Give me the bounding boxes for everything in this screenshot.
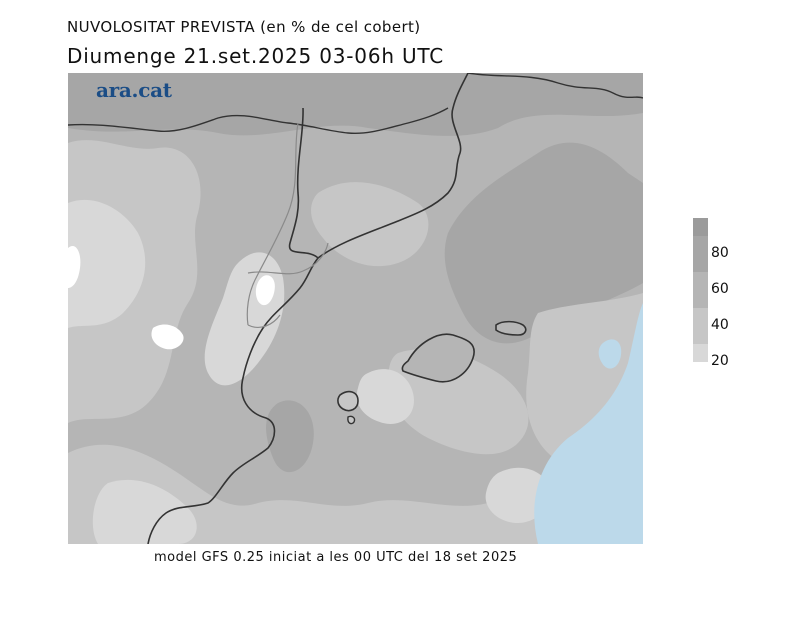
clear-land-west	[68, 245, 81, 288]
overcast-east	[444, 142, 643, 344]
clear-sea-spot	[598, 339, 622, 369]
island-menorca	[495, 320, 527, 336]
coastline-mainland	[147, 107, 320, 544]
legend-swatch-80	[693, 236, 708, 272]
few-clouds-west	[68, 199, 146, 328]
legend-swatch-top	[693, 218, 708, 236]
legend-label-20: 20	[711, 353, 729, 369]
region-border-west	[246, 122, 299, 326]
legend-label-80: 80	[711, 245, 729, 261]
ara-cat-logo[interactable]: ara.cat	[96, 78, 172, 102]
map-title: NUVOLOSITAT PREVISTA (en % de cel cobert…	[67, 18, 421, 36]
island-ibiza	[337, 390, 359, 412]
overcast-south	[266, 400, 314, 473]
cloud-cover-legend: 80 60 40 20	[693, 218, 753, 378]
clear-land-ebro	[255, 275, 275, 306]
few-clouds-valencia	[356, 369, 414, 424]
france-border	[68, 107, 449, 135]
legend-swatch-60	[693, 272, 708, 308]
legend-swatch-40	[693, 308, 708, 344]
legend-label-60: 60	[711, 281, 729, 297]
clear-land-aragon	[151, 324, 184, 350]
region-border-east	[247, 242, 329, 275]
clear-sea-east	[534, 303, 643, 544]
france-border-east	[467, 73, 643, 99]
model-run-note: model GFS 0.25 iniciat a les 00 UTC del …	[154, 550, 518, 565]
island-mallorca	[401, 333, 475, 383]
coastline-catalonia	[317, 73, 469, 259]
region-border-south	[247, 314, 281, 328]
legend-swatch-20	[693, 344, 708, 362]
few-clouds-south	[92, 479, 197, 544]
forecast-date-subtitle: Diumenge 21.set.2025 03-06h UTC	[67, 44, 445, 68]
legend-label-40: 40	[711, 317, 729, 333]
island-formentera	[347, 415, 356, 425]
cloud-cover-map	[68, 73, 643, 544]
